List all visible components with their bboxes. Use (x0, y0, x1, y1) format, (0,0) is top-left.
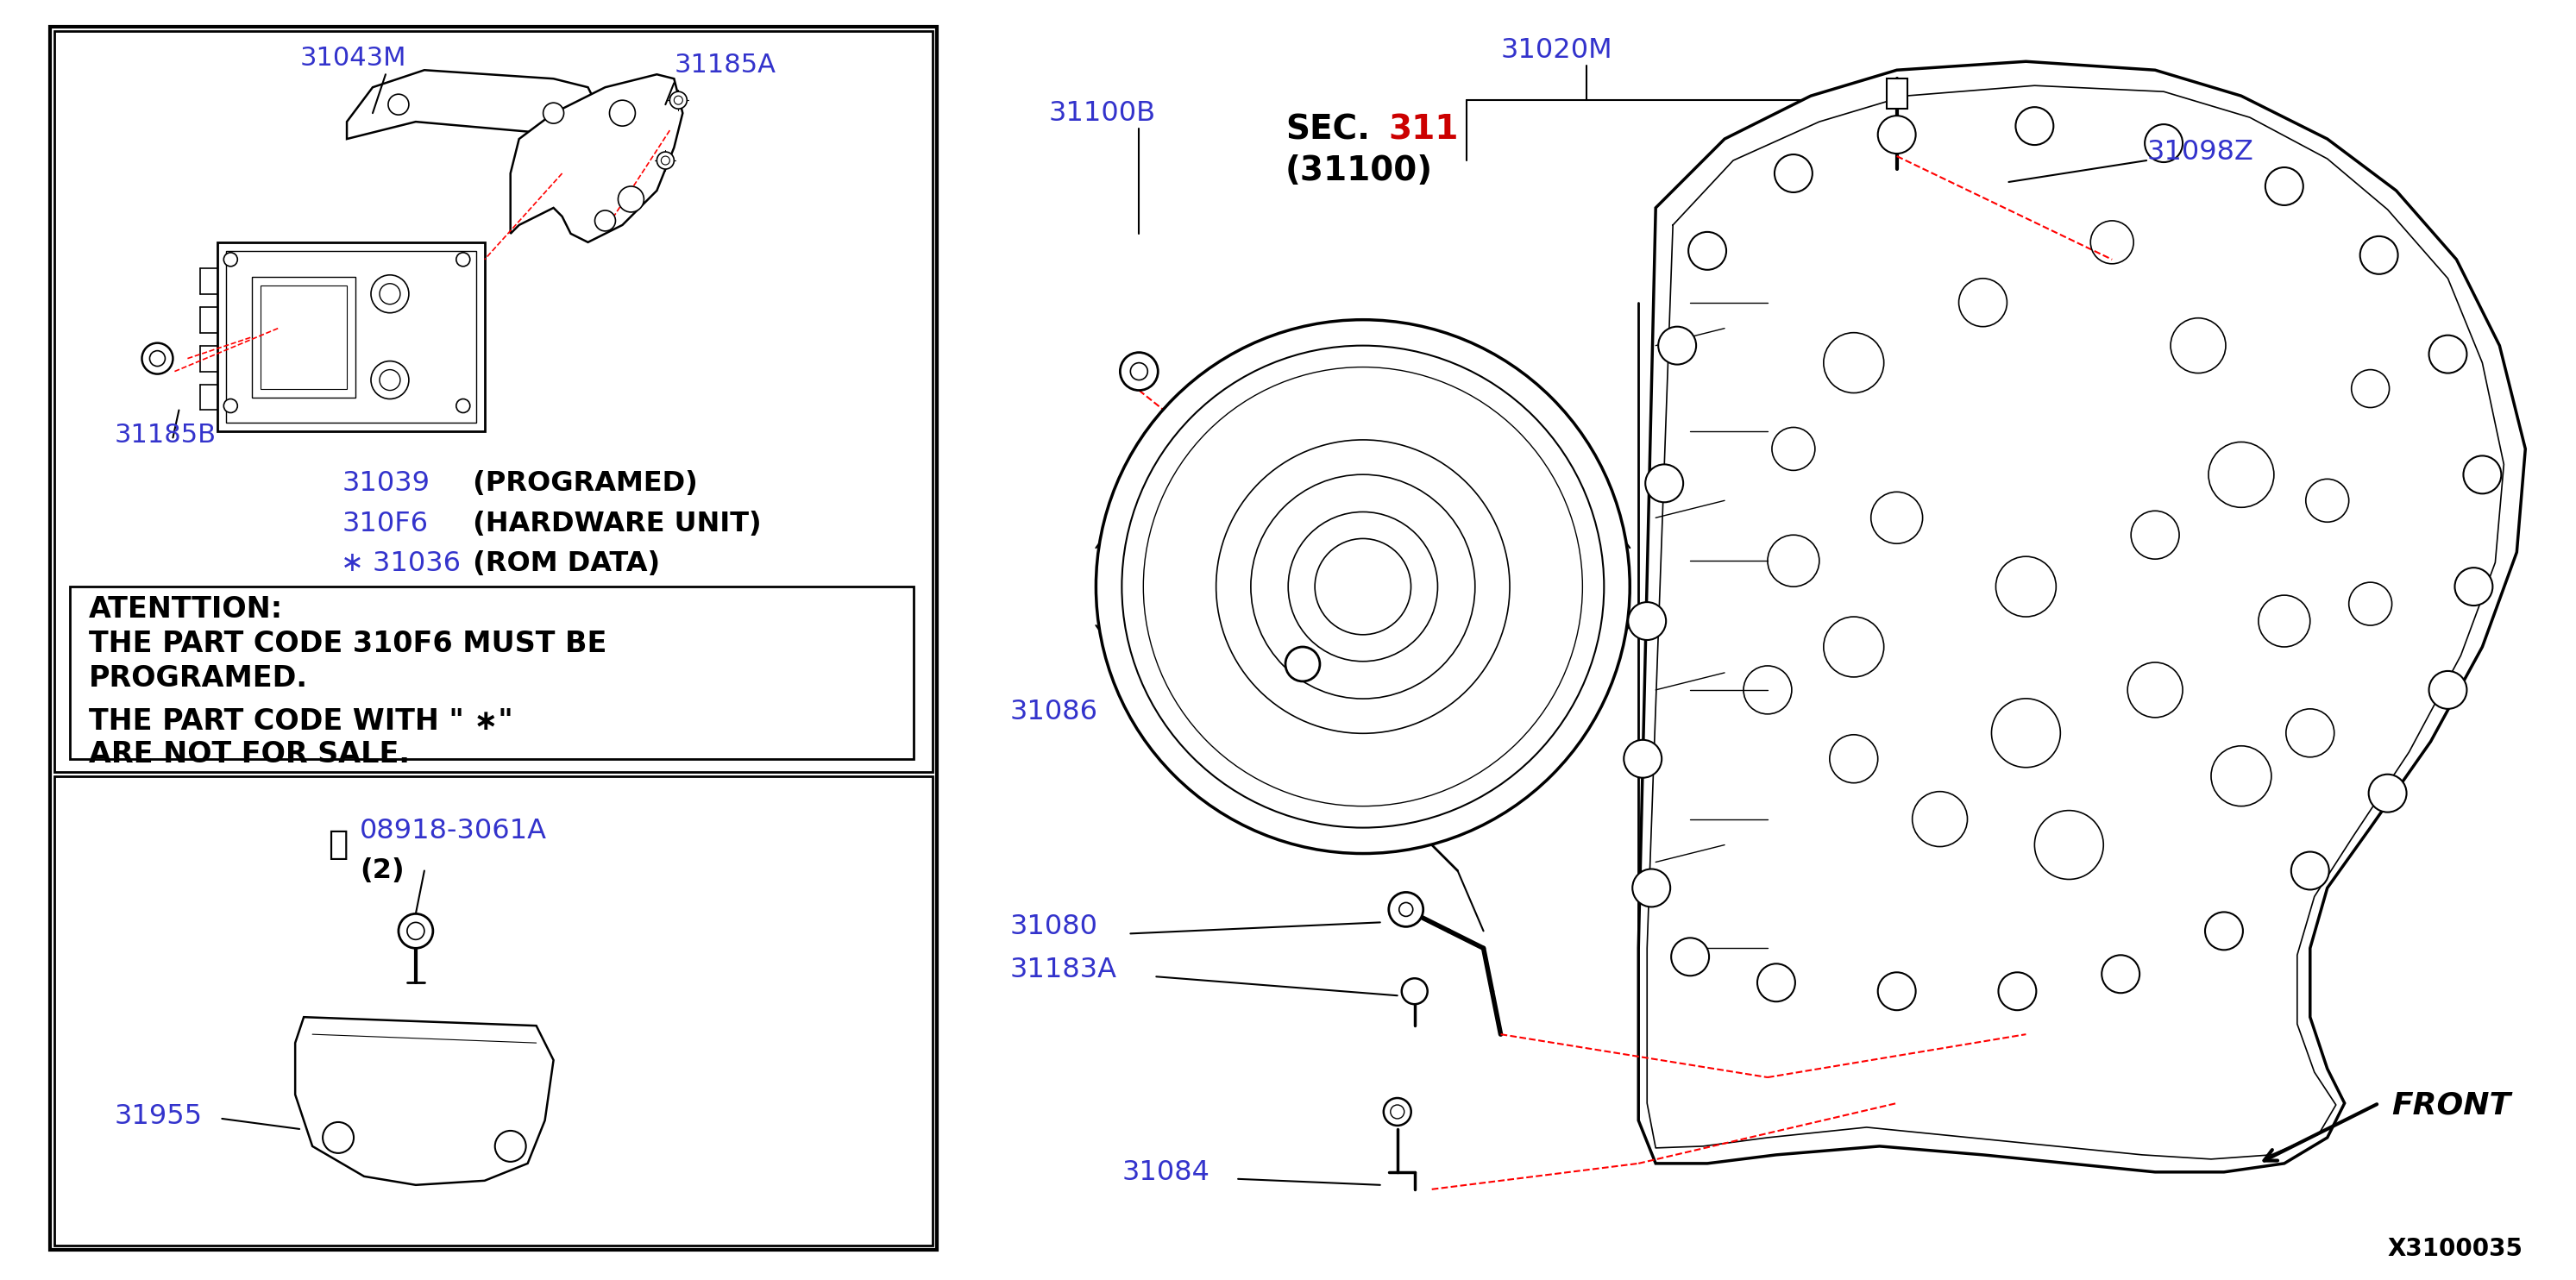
Circle shape (618, 187, 644, 212)
Circle shape (1878, 115, 1917, 154)
Circle shape (2146, 124, 2182, 163)
Bar (54, 776, 933, 1245)
Text: (2): (2) (361, 856, 404, 883)
Circle shape (1121, 352, 1159, 390)
Circle shape (407, 923, 425, 940)
Circle shape (224, 252, 237, 266)
Text: 310F6: 310F6 (343, 511, 428, 538)
Circle shape (1999, 973, 2035, 1010)
Text: ∗ 31036: ∗ 31036 (340, 550, 461, 577)
Text: 31084: 31084 (1121, 1160, 1211, 1185)
Circle shape (371, 361, 410, 399)
Text: 31039: 31039 (343, 470, 430, 497)
Text: 31185A: 31185A (675, 52, 775, 78)
Text: 08918-3061A: 08918-3061A (361, 818, 546, 844)
Circle shape (456, 399, 469, 412)
Circle shape (495, 1130, 526, 1162)
Circle shape (675, 96, 683, 105)
Text: 31183A: 31183A (1010, 957, 1118, 983)
Circle shape (2463, 456, 2501, 494)
Circle shape (1401, 978, 1427, 1005)
Circle shape (142, 343, 173, 374)
Circle shape (2429, 335, 2468, 372)
Circle shape (1383, 1098, 1412, 1125)
Bar (219, 242, 484, 431)
Text: Ⓝ: Ⓝ (327, 828, 348, 860)
Polygon shape (1638, 61, 2524, 1172)
Text: PROGRAMED.: PROGRAMED. (88, 664, 307, 692)
Text: 31043M: 31043M (299, 46, 407, 70)
Circle shape (1388, 892, 1422, 927)
Bar (54, 31, 933, 772)
Text: 31098Z: 31098Z (2146, 140, 2254, 165)
Circle shape (389, 95, 410, 115)
Circle shape (149, 351, 165, 366)
Circle shape (2290, 851, 2329, 890)
Text: ARE NOT FOR SALE.: ARE NOT FOR SALE. (88, 740, 410, 768)
Text: SEC.: SEC. (1285, 113, 1370, 146)
Text: 31080: 31080 (1010, 914, 1097, 941)
Circle shape (1672, 938, 1708, 975)
Polygon shape (510, 74, 683, 242)
Circle shape (2370, 774, 2406, 813)
Circle shape (1131, 362, 1149, 380)
Bar (260, 285, 348, 389)
Circle shape (379, 370, 399, 390)
Text: 31086: 31086 (1010, 699, 1097, 726)
Circle shape (544, 102, 564, 123)
Circle shape (2205, 913, 2244, 950)
Text: 31100B: 31100B (1048, 100, 1157, 127)
Text: 31955: 31955 (113, 1103, 204, 1130)
Circle shape (2264, 168, 2303, 205)
Bar (252, 276, 355, 397)
Circle shape (371, 275, 410, 312)
Text: THE PART CODE WITH " ∗": THE PART CODE WITH " ∗" (88, 707, 513, 736)
Polygon shape (348, 70, 605, 140)
Circle shape (379, 284, 399, 305)
Text: FRONT: FRONT (2393, 1091, 2512, 1120)
Text: 31185B: 31185B (113, 424, 216, 448)
Circle shape (2014, 108, 2053, 145)
Circle shape (1633, 869, 1669, 908)
Circle shape (1623, 740, 1662, 778)
Circle shape (224, 399, 237, 412)
Circle shape (1095, 320, 1631, 854)
Circle shape (662, 156, 670, 165)
Bar (1886, 78, 1906, 109)
Circle shape (2102, 955, 2141, 993)
Circle shape (1646, 465, 1682, 502)
Bar (49, 27, 938, 1249)
Circle shape (2455, 568, 2494, 605)
Circle shape (611, 100, 636, 125)
Circle shape (1659, 326, 1695, 365)
Text: (31100): (31100) (1285, 155, 1432, 187)
Text: (HARDWARE UNIT): (HARDWARE UNIT) (464, 511, 762, 538)
Circle shape (657, 152, 675, 169)
Circle shape (2360, 237, 2398, 274)
Text: (ROM DATA): (ROM DATA) (464, 550, 659, 577)
Circle shape (1687, 232, 1726, 270)
Text: 311: 311 (1388, 113, 1458, 146)
Circle shape (322, 1123, 353, 1153)
Polygon shape (296, 1018, 554, 1185)
Circle shape (399, 914, 433, 948)
Circle shape (595, 210, 616, 232)
Bar (70, 586, 914, 759)
Circle shape (456, 252, 469, 266)
Bar (227, 251, 477, 424)
Text: ATENTTION:: ATENTTION: (88, 595, 283, 623)
Circle shape (2429, 671, 2468, 709)
Circle shape (1628, 602, 1667, 640)
Text: THE PART CODE 310F6 MUST BE: THE PART CODE 310F6 MUST BE (88, 630, 605, 658)
Circle shape (1285, 646, 1319, 681)
Text: (PROGRAMED): (PROGRAMED) (464, 470, 698, 497)
Circle shape (1757, 964, 1795, 1001)
Circle shape (1775, 155, 1814, 192)
Text: 31020M: 31020M (1502, 37, 1613, 64)
Circle shape (1878, 973, 1917, 1010)
Circle shape (670, 92, 688, 109)
Text: X3100035: X3100035 (2388, 1236, 2522, 1261)
